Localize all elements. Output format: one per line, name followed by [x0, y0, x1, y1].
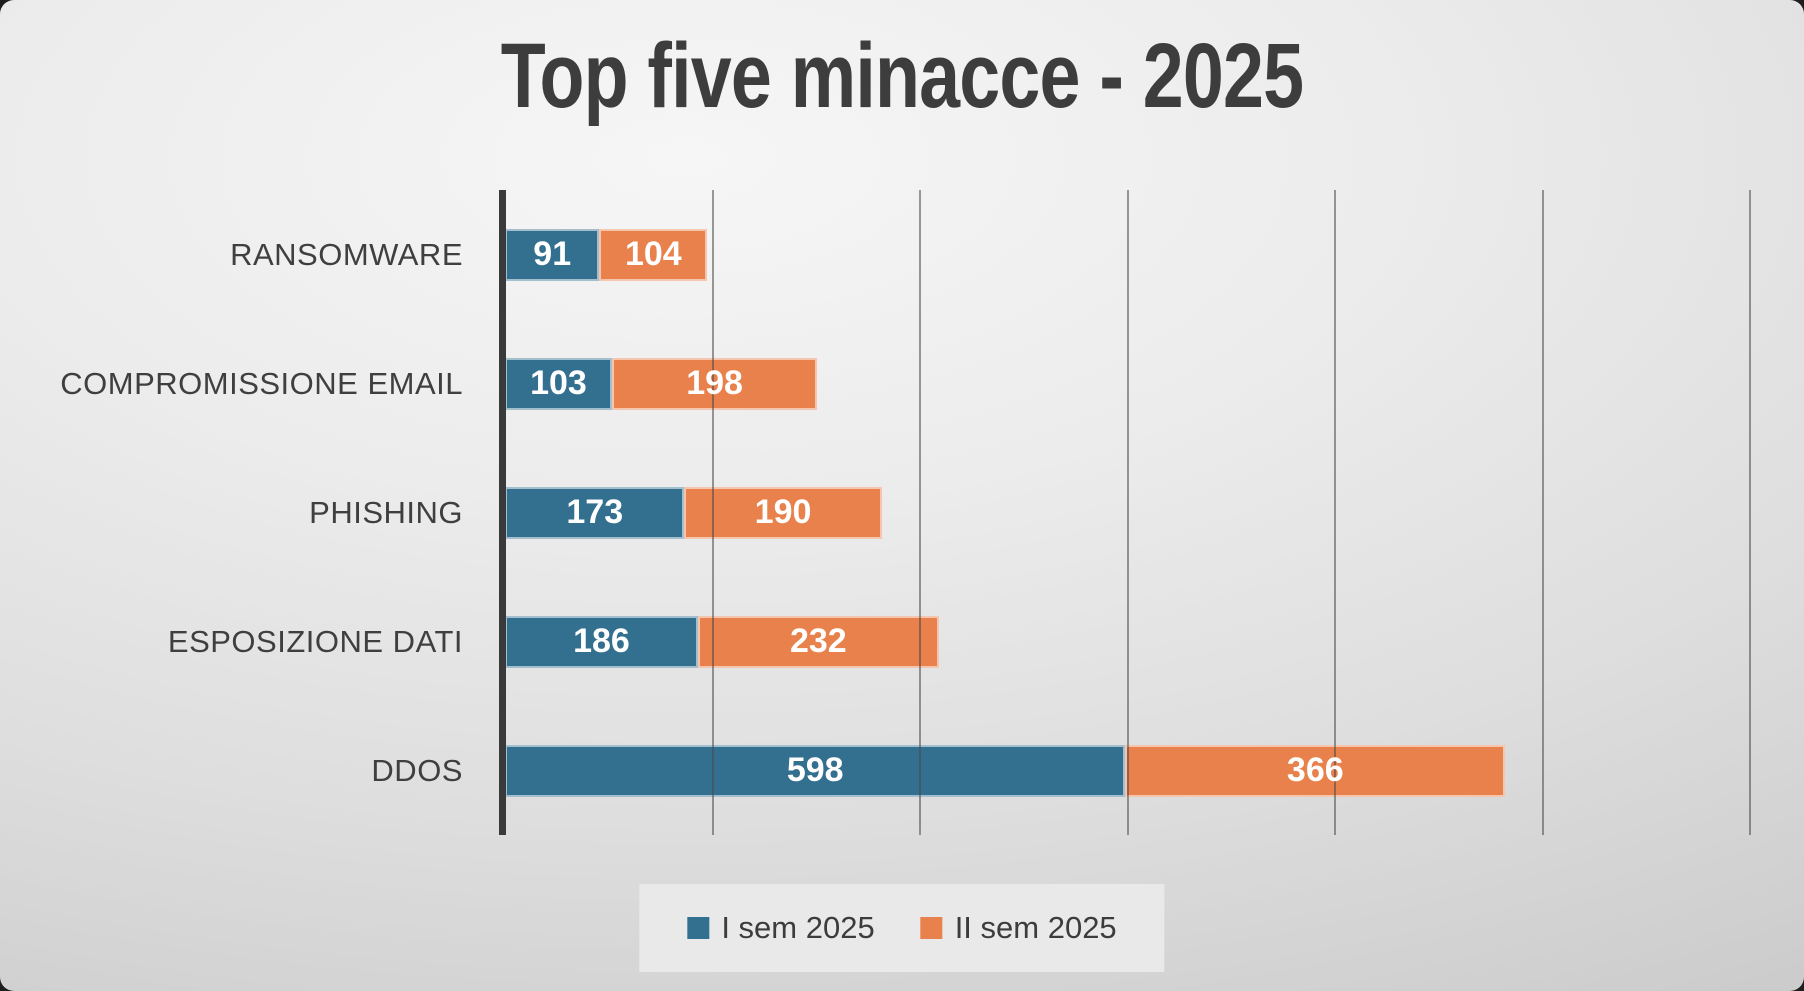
bar-segment-sem1: 598	[505, 744, 1126, 797]
bar-row: 186 232	[505, 615, 1750, 668]
legend-item: I sem 2025	[687, 910, 875, 946]
category-label: RANSOMWARE	[230, 236, 463, 272]
bar-segment-sem2: 198	[611, 357, 818, 410]
gridline	[1334, 190, 1336, 835]
bar-value-label: 598	[786, 751, 844, 789]
gridline	[711, 190, 714, 835]
bar-value-label: 91	[533, 235, 572, 273]
bar-segment-sem2: 104	[599, 228, 708, 281]
bar-segment-sem1: 186	[505, 615, 698, 668]
y-axis-line	[499, 190, 506, 835]
gridline	[919, 190, 921, 835]
bar-segment-sem2: 366	[1125, 744, 1506, 797]
gridline	[1126, 190, 1129, 835]
bar-segment-sem2: 232	[697, 615, 939, 668]
category-label: PHISHING	[309, 494, 463, 530]
bar-row: 103 198	[505, 357, 1750, 410]
bar-value-label: 190	[754, 493, 812, 531]
bar-row: 598 366	[505, 744, 1750, 797]
gridline	[1541, 190, 1544, 835]
legend-item: II sem 2025	[920, 910, 1117, 946]
category-label: COMPROMISSIONE EMAIL	[60, 365, 463, 401]
legend-label: I sem 2025	[721, 910, 875, 945]
legend-swatch	[687, 917, 710, 939]
category-labels: RANSOMWARE COMPROMISSIONE EMAIL PHISHING ES…	[0, 190, 463, 835]
legend: I sem 2025 II sem 2025	[639, 884, 1165, 972]
bar-value-label: 198	[686, 364, 743, 402]
gridline	[1749, 190, 1751, 835]
bar-segment-sem1: 173	[505, 486, 685, 539]
category-label: ESPOSIZIONE DATI	[167, 623, 463, 659]
bar-segment-sem1: 103	[505, 357, 612, 410]
legend-label: II sem 2025	[954, 910, 1117, 945]
bar-value-label: 103	[530, 364, 587, 402]
bar-value-label: 104	[624, 235, 682, 273]
bar-value-label: 186	[573, 622, 630, 660]
legend-swatch	[920, 917, 943, 939]
bar-value-label: 232	[789, 622, 847, 660]
bar-segment-sem1: 91	[505, 228, 600, 281]
bar-value-label: 173	[566, 493, 624, 531]
bar-value-label: 366	[1286, 751, 1344, 789]
plot-area: 91 104 103 198 173 190 186 232 598 366	[499, 190, 1751, 835]
bar-segment-sem2: 190	[684, 486, 882, 539]
bar-row: 173 190	[505, 486, 1750, 539]
chart-title: Top five minacce - 2025	[500, 25, 1304, 127]
bar-row: 91 104	[505, 228, 1750, 281]
category-label: DDOS	[371, 752, 463, 788]
